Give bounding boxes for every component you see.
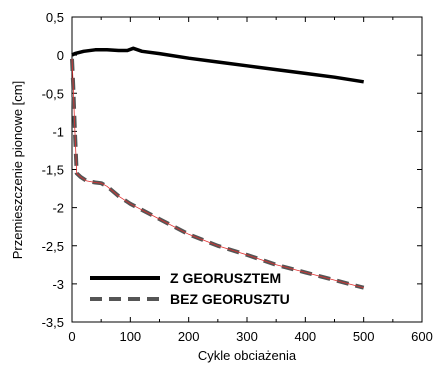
y-axis-title: Przemieszczenie pionowe [cm] [10, 81, 25, 259]
y-tick-label: -2 [52, 201, 64, 216]
series-line-bez-georusztu [70, 58, 365, 290]
x-axis-title: Cykle obciażenia [198, 348, 297, 363]
y-tick-label: -1 [52, 124, 64, 139]
x-axis-ticks: 0 100 200 300 400 500 600 [68, 17, 433, 344]
x-tick-label: 0 [68, 329, 75, 344]
legend-label-z-georusztem: Z GEORUSZTEM [170, 270, 281, 286]
series-line-bez-georusztu-core [71, 58, 364, 289]
x-tick-label: 100 [119, 329, 141, 344]
x-tick-label: 300 [236, 329, 258, 344]
y-tick-label: -0,5 [42, 86, 64, 101]
y-axis-ticks: 0,5 0 -0,5 -1 -1,5 -2 -2,5 -3 -3,5 [42, 10, 422, 330]
series-line-z-georusztem [71, 46, 364, 84]
x-tick-label: 600 [411, 329, 433, 344]
x-tick-label: 200 [178, 329, 200, 344]
x-tick-label: 500 [353, 329, 375, 344]
legend: Z GEORUSZTEM BEZ GEORUSZTU [90, 270, 290, 307]
y-tick-label: 0 [57, 48, 64, 63]
y-tick-label: 0,5 [46, 10, 64, 25]
y-tick-label: -2,5 [42, 239, 64, 254]
y-tick-label: -3 [52, 277, 64, 292]
series-layer [70, 46, 365, 290]
legend-label-bez-georusztu: BEZ GEORUSZTU [170, 291, 290, 307]
x-tick-label: 400 [294, 329, 316, 344]
y-tick-label: -1,5 [42, 163, 64, 178]
y-tick-label: -3,5 [42, 315, 64, 330]
